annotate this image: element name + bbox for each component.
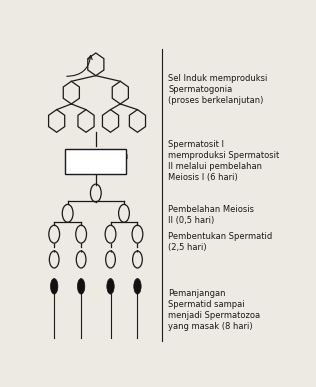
Text: Spermatosit I
memproduksi Spermatosit
II melalui pembelahan
Meiosis I (6 hari): Spermatosit I memproduksi Spermatosit II… (168, 140, 279, 182)
Text: Pembelahan Meiosis
II (0,5 hari): Pembelahan Meiosis II (0,5 hari) (168, 205, 254, 225)
Ellipse shape (134, 279, 141, 294)
FancyBboxPatch shape (65, 149, 126, 174)
Ellipse shape (77, 279, 85, 294)
Text: Pembentukan Spermatid
(2,5 hari): Pembentukan Spermatid (2,5 hari) (168, 231, 272, 252)
Text: Pembelahan: Pembelahan (64, 151, 128, 161)
FancyArrowPatch shape (67, 55, 92, 76)
Ellipse shape (51, 279, 58, 294)
Text: Meiosis I: Meiosis I (73, 160, 118, 170)
Text: Pemanjangan
Spermatid sampai
menjadi Spermatozoa
yang masak (8 hari): Pemanjangan Spermatid sampai menjadi Spe… (168, 289, 260, 331)
Ellipse shape (107, 279, 114, 294)
Text: Sel Induk memproduksi
Spermatogonia
(proses berkelanjutan): Sel Induk memproduksi Spermatogonia (pro… (168, 74, 267, 105)
